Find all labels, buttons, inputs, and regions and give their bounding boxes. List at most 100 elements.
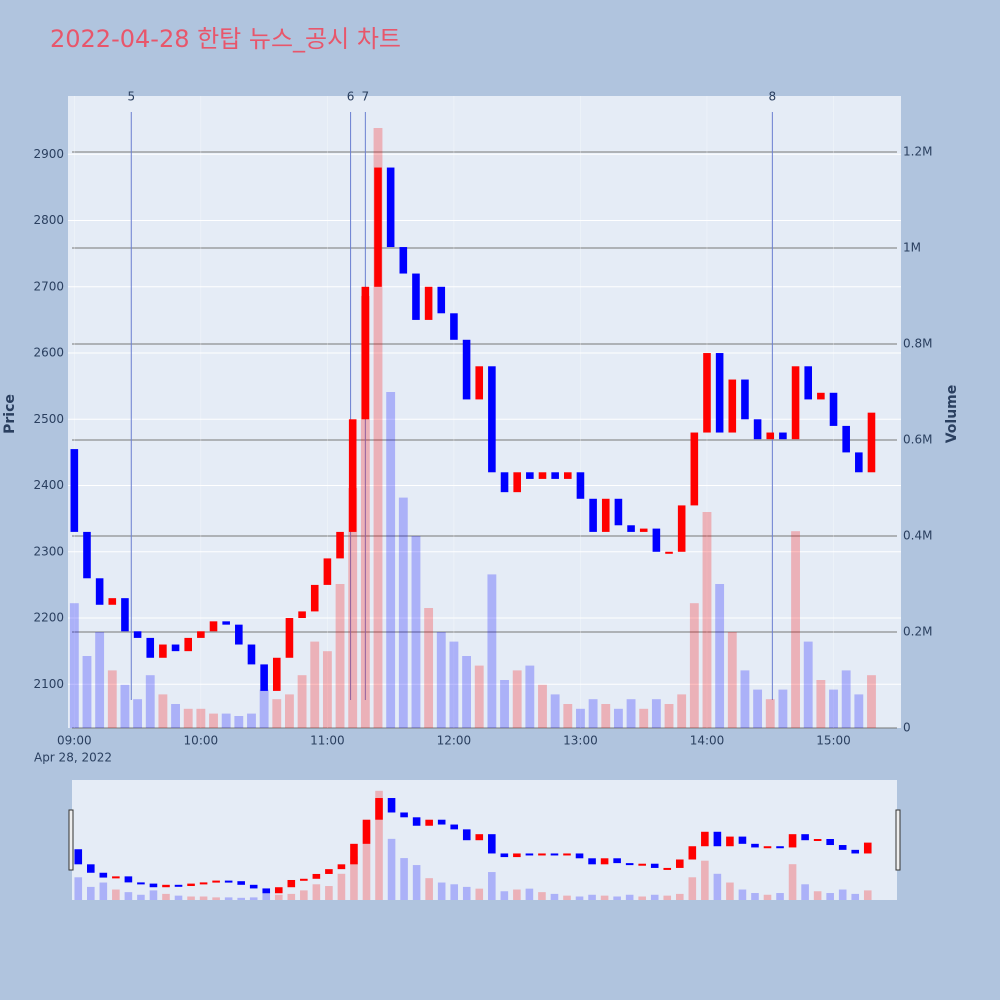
y-tick-label: 2400 <box>33 478 64 492</box>
candle <box>703 353 711 433</box>
slider-volume-bar <box>425 878 433 900</box>
volume-bar <box>310 641 320 728</box>
volume-bar <box>639 708 649 728</box>
volume-bar <box>259 689 269 728</box>
volume-bar <box>550 694 560 728</box>
volume-bar <box>576 708 585 728</box>
volume-bar <box>145 675 155 728</box>
candle <box>412 273 420 320</box>
candle <box>652 528 661 552</box>
candle <box>184 637 193 652</box>
candle <box>462 339 471 400</box>
slider-volume-bar <box>362 821 371 900</box>
slider-volume-bar <box>701 860 709 900</box>
candle <box>855 452 863 473</box>
slider-candle <box>688 846 697 860</box>
volume-bar <box>816 680 826 728</box>
event-label: 5 <box>127 90 135 104</box>
volume-bar <box>285 694 294 728</box>
volume-bar <box>626 699 636 728</box>
candle <box>348 419 357 532</box>
volume-bar <box>753 689 763 728</box>
candle <box>779 432 787 440</box>
y-tick-label: 2800 <box>33 213 64 227</box>
slider-handle[interactable] <box>895 809 901 871</box>
slider-volume-bar <box>224 897 233 900</box>
slider-volume-bar <box>801 884 809 900</box>
volume-bar <box>82 656 92 728</box>
candle <box>829 392 838 426</box>
candle <box>108 598 117 605</box>
candle <box>171 644 180 652</box>
volume-bar <box>841 670 851 728</box>
volume-bar <box>803 641 813 728</box>
slider-volume-bar <box>525 888 534 900</box>
candle <box>639 528 648 532</box>
slider-volume-bar <box>450 884 459 900</box>
volume-bar <box>196 708 206 728</box>
volume-bar <box>360 296 370 728</box>
candle <box>222 621 230 625</box>
candle <box>197 631 205 638</box>
candle <box>209 621 218 632</box>
slider-candle <box>450 824 459 830</box>
volume-bar <box>348 488 358 728</box>
slider-candle <box>638 863 646 866</box>
event-label: 7 <box>362 90 370 104</box>
y-tick-label: 2200 <box>33 611 64 625</box>
volume-bar <box>689 603 699 728</box>
candle <box>589 498 597 532</box>
candle <box>361 286 370 420</box>
slider-volume-bar <box>149 890 158 900</box>
volume-bar <box>651 699 661 728</box>
slider-volume-bar <box>199 896 208 900</box>
volume-bar <box>512 670 522 728</box>
candle <box>614 498 623 526</box>
slider-volume-bar <box>513 889 521 900</box>
slider-candle <box>300 878 308 881</box>
slider-candle <box>262 888 271 894</box>
candle <box>715 353 724 433</box>
volume-bar <box>538 684 547 728</box>
range-slider[interactable] <box>72 780 897 900</box>
candle <box>741 379 749 420</box>
volume-bar <box>436 632 446 728</box>
candle <box>791 366 800 440</box>
slider-candle <box>325 869 333 874</box>
slider-candle <box>525 853 534 856</box>
slider-candle <box>713 831 722 847</box>
slider-volume-bar <box>688 877 697 900</box>
slider-volume-bar <box>124 892 133 900</box>
slider-handle[interactable] <box>68 809 74 871</box>
volume-bar <box>765 699 775 728</box>
slider-candle <box>412 817 421 826</box>
slider-volume-bar <box>337 873 346 900</box>
slider-volume-bar <box>162 893 170 900</box>
candle <box>576 472 585 499</box>
y-axis-title: Price <box>2 394 18 434</box>
candle <box>766 432 775 440</box>
volume-bar <box>107 670 117 728</box>
slider-candle <box>575 853 584 859</box>
x-tick-label: 12:00 <box>437 734 472 748</box>
slider-candle <box>826 839 834 846</box>
candle <box>677 505 686 552</box>
x-date-label: Apr 28, 2022 <box>34 751 112 765</box>
slider-volume-bar <box>375 790 383 900</box>
slider-volume-bar <box>174 895 183 900</box>
slider-volume-bar <box>826 893 834 900</box>
volume-bar <box>411 536 421 728</box>
candle <box>437 286 446 314</box>
slider-volume-bar <box>112 889 120 900</box>
volume-bar <box>462 656 472 728</box>
y2-tick-label: 0.4M <box>903 529 932 543</box>
x-tick-label: 15:00 <box>816 734 851 748</box>
candle <box>690 432 699 506</box>
volume-bar <box>613 708 623 728</box>
slider-candle <box>312 873 321 879</box>
volume-bar <box>272 699 282 728</box>
volume-bar <box>221 713 231 728</box>
slider-volume-bar <box>813 891 822 900</box>
slider-candle <box>74 849 83 865</box>
slider-candle <box>99 872 108 878</box>
